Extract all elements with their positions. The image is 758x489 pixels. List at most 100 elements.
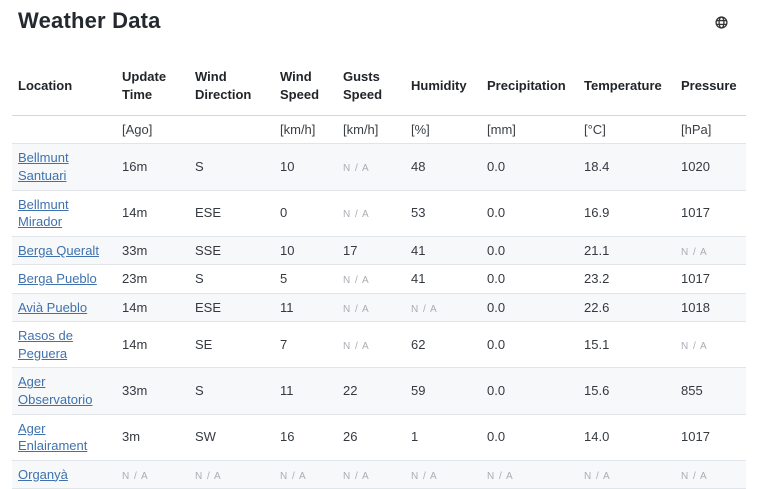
data-cell: N / A: [337, 264, 405, 294]
col-header-humidity: Humidity: [405, 56, 481, 117]
location-link[interactable]: Organyà: [18, 466, 68, 482]
data-cell: 10: [274, 236, 337, 266]
location-link[interactable]: Ager Observatorio: [18, 374, 93, 407]
location-link[interactable]: Bellmunt Mirador: [18, 196, 69, 230]
page-header: Weather Data: [0, 0, 758, 34]
location-link[interactable]: Avià Pueblo: [18, 299, 88, 315]
data-cell: 1020: [675, 143, 746, 191]
header-row: Location Update Time Wind Direction Wind…: [12, 56, 746, 117]
na-value: N / A: [195, 470, 222, 482]
unit-pressure: [hPa]: [675, 115, 746, 145]
col-header-temperature: Temperature: [578, 56, 675, 117]
data-cell: 23.2: [578, 264, 675, 294]
data-cell: 14m: [116, 293, 189, 323]
data-cell: 0.0: [481, 293, 578, 323]
data-cell: 0.0: [481, 367, 578, 415]
data-cell: 62: [405, 321, 481, 369]
data-cell: 0: [274, 190, 337, 237]
data-cell: 14.0: [578, 414, 675, 461]
data-cell: 3m: [116, 414, 189, 461]
weather-table-body: Bellmunt Santuari 16m S 10 N / A 48 0.0 18.4 102…: [12, 143, 746, 489]
data-cell: 15.1: [578, 321, 675, 369]
unit-temperature: [°C]: [578, 115, 675, 145]
data-cell: 16m: [116, 143, 189, 191]
globe-icon[interactable]: [715, 16, 728, 29]
data-cell: 41: [405, 264, 481, 294]
location-link[interactable]: Berga Queralt: [18, 242, 99, 258]
data-cell: 14m: [116, 321, 189, 369]
weather-table: Location Update Time Wind Direction Wind…: [12, 56, 746, 489]
data-cell: 48: [405, 143, 481, 191]
data-cell: SW: [189, 414, 274, 461]
data-cell: SSE: [189, 236, 274, 266]
location-link[interactable]: Bellmunt Santuari: [18, 150, 69, 184]
data-cell: 11: [274, 367, 337, 415]
na-value: N / A: [487, 470, 514, 482]
data-cell: 1018: [675, 293, 746, 323]
units-row: [Ago] [km/h] [km/h] [%] [mm] [°C] [hPa]: [12, 115, 746, 145]
data-cell: N / A: [675, 460, 746, 489]
data-cell: 1: [405, 414, 481, 461]
table-row: Berga Pueblo 23m S 5 N / A 41 0.0 23.2 1017: [12, 264, 746, 294]
col-header-update-time: Update Time: [116, 56, 189, 117]
data-cell: 0.0: [481, 236, 578, 266]
data-cell: 17: [337, 236, 405, 266]
unit-wind-speed: [km/h]: [274, 115, 337, 145]
data-cell: 0.0: [481, 143, 578, 191]
data-cell: 41: [405, 236, 481, 266]
data-cell: 21.1: [578, 236, 675, 266]
location-cell: Ager Enlairament: [12, 414, 116, 461]
location-link[interactable]: Rasos de Peguera: [18, 328, 73, 361]
data-cell: 33m: [116, 236, 189, 266]
data-cell: 53: [405, 190, 481, 237]
na-value: N / A: [122, 470, 149, 482]
na-value: N / A: [280, 470, 307, 482]
location-link[interactable]: Ager Enlairament: [18, 420, 88, 454]
data-cell: 0.0: [481, 414, 578, 461]
table-row: Ager Observatorio 33m S 11 22 59 0.0 15.6 855: [12, 367, 746, 415]
col-header-pressure: Pressure: [675, 56, 746, 117]
data-cell: 1017: [675, 190, 746, 237]
data-cell: 0.0: [481, 321, 578, 369]
col-header-location: Location: [12, 56, 116, 117]
data-cell: ESE: [189, 190, 274, 237]
unit-humidity: [%]: [405, 115, 481, 145]
data-cell: N / A: [337, 190, 405, 237]
na-value: N / A: [584, 470, 611, 482]
data-cell: 15.6: [578, 367, 675, 415]
table-row: Organyà N / A N / A N / A N / A N / A N / A N /…: [12, 460, 746, 489]
data-cell: SE: [189, 321, 274, 369]
location-cell: Berga Queralt: [12, 236, 116, 266]
data-cell: N / A: [337, 293, 405, 323]
na-value: N / A: [411, 303, 438, 315]
data-cell: S: [189, 143, 274, 191]
data-cell: 11: [274, 293, 337, 323]
data-cell: 1017: [675, 414, 746, 461]
table-row: Bellmunt Mirador 14m ESE 0 N / A 53 0.0 16.9 101…: [12, 190, 746, 237]
data-cell: 22: [337, 367, 405, 415]
data-cell: ESE: [189, 293, 274, 323]
location-cell: Bellmunt Mirador: [12, 190, 116, 237]
table-row: Ager Enlairament 3m SW 16 26 1 0.0 14.0 1017: [12, 414, 746, 461]
location-link[interactable]: Berga Pueblo: [18, 271, 97, 287]
na-value: N / A: [411, 470, 438, 482]
table-row: Bellmunt Santuari 16m S 10 N / A 48 0.0 18.4 102…: [12, 143, 746, 191]
data-cell: N / A: [578, 460, 675, 489]
data-cell: N / A: [337, 460, 405, 489]
data-cell: S: [189, 367, 274, 415]
data-cell: N / A: [189, 460, 274, 489]
data-cell: 26: [337, 414, 405, 461]
data-cell: N / A: [405, 293, 481, 323]
data-cell: 0.0: [481, 264, 578, 294]
table-row: Avià Pueblo 14m ESE 11 N / A N / A 0.0 22.6 1018: [12, 293, 746, 323]
unit-precipitation: [mm]: [481, 115, 578, 145]
table-row: Berga Queralt 33m SSE 10 17 41 0.0 21.1 N / A: [12, 236, 746, 266]
data-cell: 7: [274, 321, 337, 369]
col-header-wind-speed: Wind Speed: [274, 56, 337, 117]
col-header-wind-direction: Wind Direction: [189, 56, 274, 117]
data-cell: N / A: [481, 460, 578, 489]
table-row: Rasos de Peguera 14m SE 7 N / A 62 0.0 15.1 N / …: [12, 321, 746, 369]
data-cell: N / A: [337, 143, 405, 191]
data-cell: N / A: [675, 236, 746, 266]
